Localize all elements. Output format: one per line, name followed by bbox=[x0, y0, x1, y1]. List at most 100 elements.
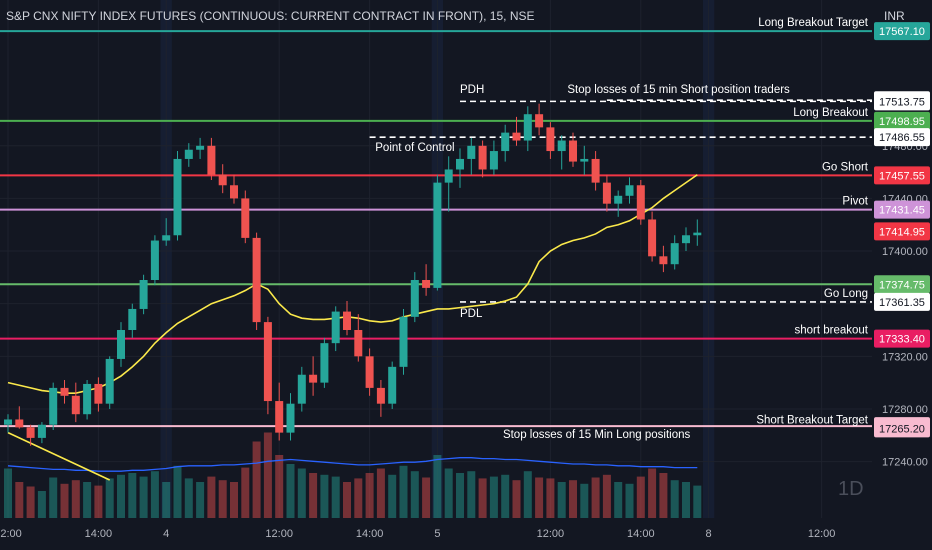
candle bbox=[128, 303, 137, 338]
y-tick-label: 17240.00 bbox=[882, 457, 928, 469]
price-label-text: 17498.95 bbox=[879, 116, 925, 128]
price-label-box bbox=[874, 200, 930, 219]
level-price-labels: 17567.1017514.6517513.7517498.9517486.55… bbox=[874, 22, 930, 438]
candle-body bbox=[320, 343, 329, 383]
volume-bar bbox=[173, 465, 182, 518]
volume-bar bbox=[422, 477, 431, 518]
candle bbox=[625, 177, 634, 204]
candle bbox=[659, 245, 668, 273]
volume-bar bbox=[648, 468, 657, 518]
candle bbox=[591, 151, 600, 191]
volume-bar bbox=[83, 482, 92, 518]
candle bbox=[467, 137, 476, 175]
volume-bar bbox=[433, 455, 442, 518]
candle-body bbox=[128, 308, 137, 330]
level-label: Pivot bbox=[842, 196, 868, 208]
candle bbox=[535, 103, 544, 136]
volume-bar bbox=[659, 473, 668, 518]
price-label: 17265.20 bbox=[874, 419, 930, 438]
x-tick-label: 4 bbox=[163, 528, 169, 540]
candles bbox=[4, 103, 702, 446]
candle-body bbox=[26, 427, 35, 438]
volume-bar bbox=[478, 478, 487, 518]
volume-bar bbox=[569, 480, 577, 518]
price-label: 17431.45 bbox=[874, 200, 930, 219]
candle-body bbox=[625, 185, 634, 196]
candle bbox=[241, 190, 250, 244]
level-label: Go Long bbox=[824, 288, 868, 300]
price-label-box bbox=[874, 128, 930, 147]
candle bbox=[557, 135, 566, 170]
candle-body bbox=[682, 235, 690, 244]
candle bbox=[150, 235, 159, 286]
price-label-text: 17486.55 bbox=[879, 132, 925, 144]
candle-body bbox=[83, 383, 92, 415]
level-label: Long Breakout Target bbox=[758, 17, 869, 29]
y-tick-label: 17320.00 bbox=[882, 351, 928, 363]
candle bbox=[117, 322, 125, 367]
candle bbox=[399, 308, 408, 375]
volume-bar bbox=[207, 476, 216, 518]
candle bbox=[252, 232, 261, 330]
volume-bar bbox=[4, 468, 12, 518]
x-tick-label: 5 bbox=[434, 528, 440, 540]
candle-body bbox=[478, 145, 487, 170]
candle bbox=[636, 180, 645, 225]
price-label-text: 17361.35 bbox=[879, 297, 925, 309]
candle-body bbox=[173, 158, 182, 236]
candle bbox=[478, 140, 487, 178]
price-label: 17333.40 bbox=[874, 329, 930, 348]
candle bbox=[26, 424, 35, 446]
candle-body bbox=[286, 403, 295, 433]
volume-bar bbox=[297, 468, 306, 518]
candle-body bbox=[467, 145, 476, 159]
volume-bars bbox=[4, 432, 702, 518]
candle bbox=[49, 382, 58, 430]
chart-annotation: Point of Control bbox=[375, 142, 454, 154]
candle-body bbox=[150, 240, 159, 280]
candle bbox=[15, 406, 24, 429]
candle bbox=[207, 137, 216, 180]
volume-bar bbox=[128, 473, 137, 518]
volume-bar bbox=[636, 476, 645, 518]
candle bbox=[693, 219, 702, 246]
chart-annotation: Stop losses of 15 min Short position tra… bbox=[567, 84, 790, 96]
price-label-box bbox=[874, 292, 930, 311]
candle-body bbox=[241, 198, 250, 238]
candle-body bbox=[297, 374, 306, 404]
volume-bar bbox=[309, 473, 318, 518]
candle-body bbox=[670, 243, 679, 265]
candle-body bbox=[444, 169, 453, 183]
currency-label: INR bbox=[884, 9, 905, 23]
volume-bar bbox=[557, 482, 566, 518]
candle-body bbox=[376, 387, 385, 404]
volume-ma-line bbox=[7, 457, 698, 472]
sma-line bbox=[7, 174, 698, 394]
price-label-text: 17414.95 bbox=[879, 226, 925, 238]
candle bbox=[162, 218, 171, 246]
price-label-text: 17333.40 bbox=[879, 334, 925, 346]
x-tick-label: 14:00 bbox=[356, 528, 384, 540]
moving-averages bbox=[7, 174, 698, 481]
volume-bar bbox=[399, 465, 408, 518]
volume-bar bbox=[591, 477, 600, 518]
annotations: PDH Stop losses of 15 min Short position … bbox=[375, 84, 790, 441]
price-label: 17498.95 bbox=[874, 111, 930, 130]
candle bbox=[433, 174, 442, 291]
candle bbox=[682, 227, 690, 252]
chart-annotation: Stop losses of 15 Min Long positions bbox=[503, 429, 691, 441]
candle bbox=[512, 116, 521, 146]
volume-bar bbox=[263, 432, 272, 518]
chart-title: S&P CNX NIFTY INDEX FUTURES (CONTINUOUS:… bbox=[6, 9, 535, 23]
price-axis[interactable] bbox=[872, 0, 932, 518]
volume-bar bbox=[162, 482, 171, 518]
volume-bar bbox=[512, 480, 521, 518]
volume-bar bbox=[286, 464, 295, 518]
price-label: 17414.95 bbox=[874, 222, 930, 241]
candle-body bbox=[456, 158, 464, 170]
volume-bar bbox=[320, 474, 329, 518]
x-tick-label: 12:00 bbox=[265, 528, 293, 540]
candle-body bbox=[636, 185, 645, 220]
candle-body bbox=[94, 383, 103, 404]
